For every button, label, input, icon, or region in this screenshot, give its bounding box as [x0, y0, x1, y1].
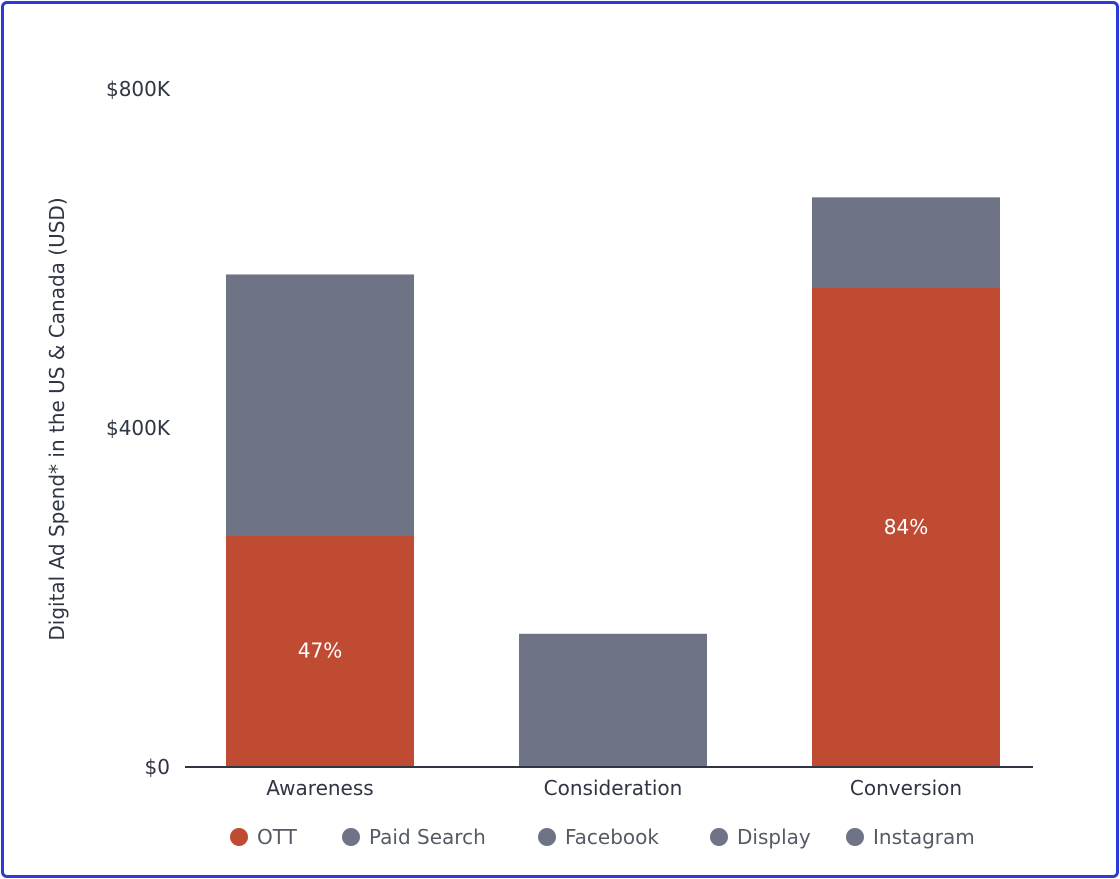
bar-segment-instagram — [812, 197, 1000, 289]
y-tick-label: $800K — [106, 77, 171, 101]
data-label: 47% — [298, 639, 342, 663]
legend-marker[interactable] — [342, 828, 360, 846]
x-category-label: Conversion — [850, 776, 962, 800]
legend-marker[interactable] — [710, 828, 728, 846]
legend-item-label[interactable]: Facebook — [565, 825, 659, 849]
legend-marker[interactable] — [538, 828, 556, 846]
y-tick-label: $0 — [145, 755, 170, 779]
y-axis-title: Digital Ad Spend* in the US & Canada (US… — [45, 197, 69, 640]
x-category-label: Consideration — [544, 776, 683, 800]
bar-segment-ott — [226, 535, 414, 766]
y-tick-label: $400K — [106, 416, 171, 440]
x-category-label: Awareness — [266, 776, 373, 800]
legend-item-label[interactable]: Paid Search — [369, 825, 486, 849]
legend-item-label[interactable]: Display — [737, 825, 811, 849]
legend-item-label[interactable]: OTT — [257, 825, 298, 849]
bar-segment-ott — [812, 288, 1000, 766]
legend-marker[interactable] — [230, 828, 248, 846]
bar-segment-instagram — [519, 633, 707, 766]
data-label: 84% — [884, 515, 928, 539]
legend-item-label[interactable]: Instagram — [873, 825, 975, 849]
bar-segment-instagram — [226, 274, 414, 536]
stacked-bar-chart: Digital Ad Spend* in the US & Canada (US… — [45, 77, 1033, 849]
legend-marker[interactable] — [846, 828, 864, 846]
